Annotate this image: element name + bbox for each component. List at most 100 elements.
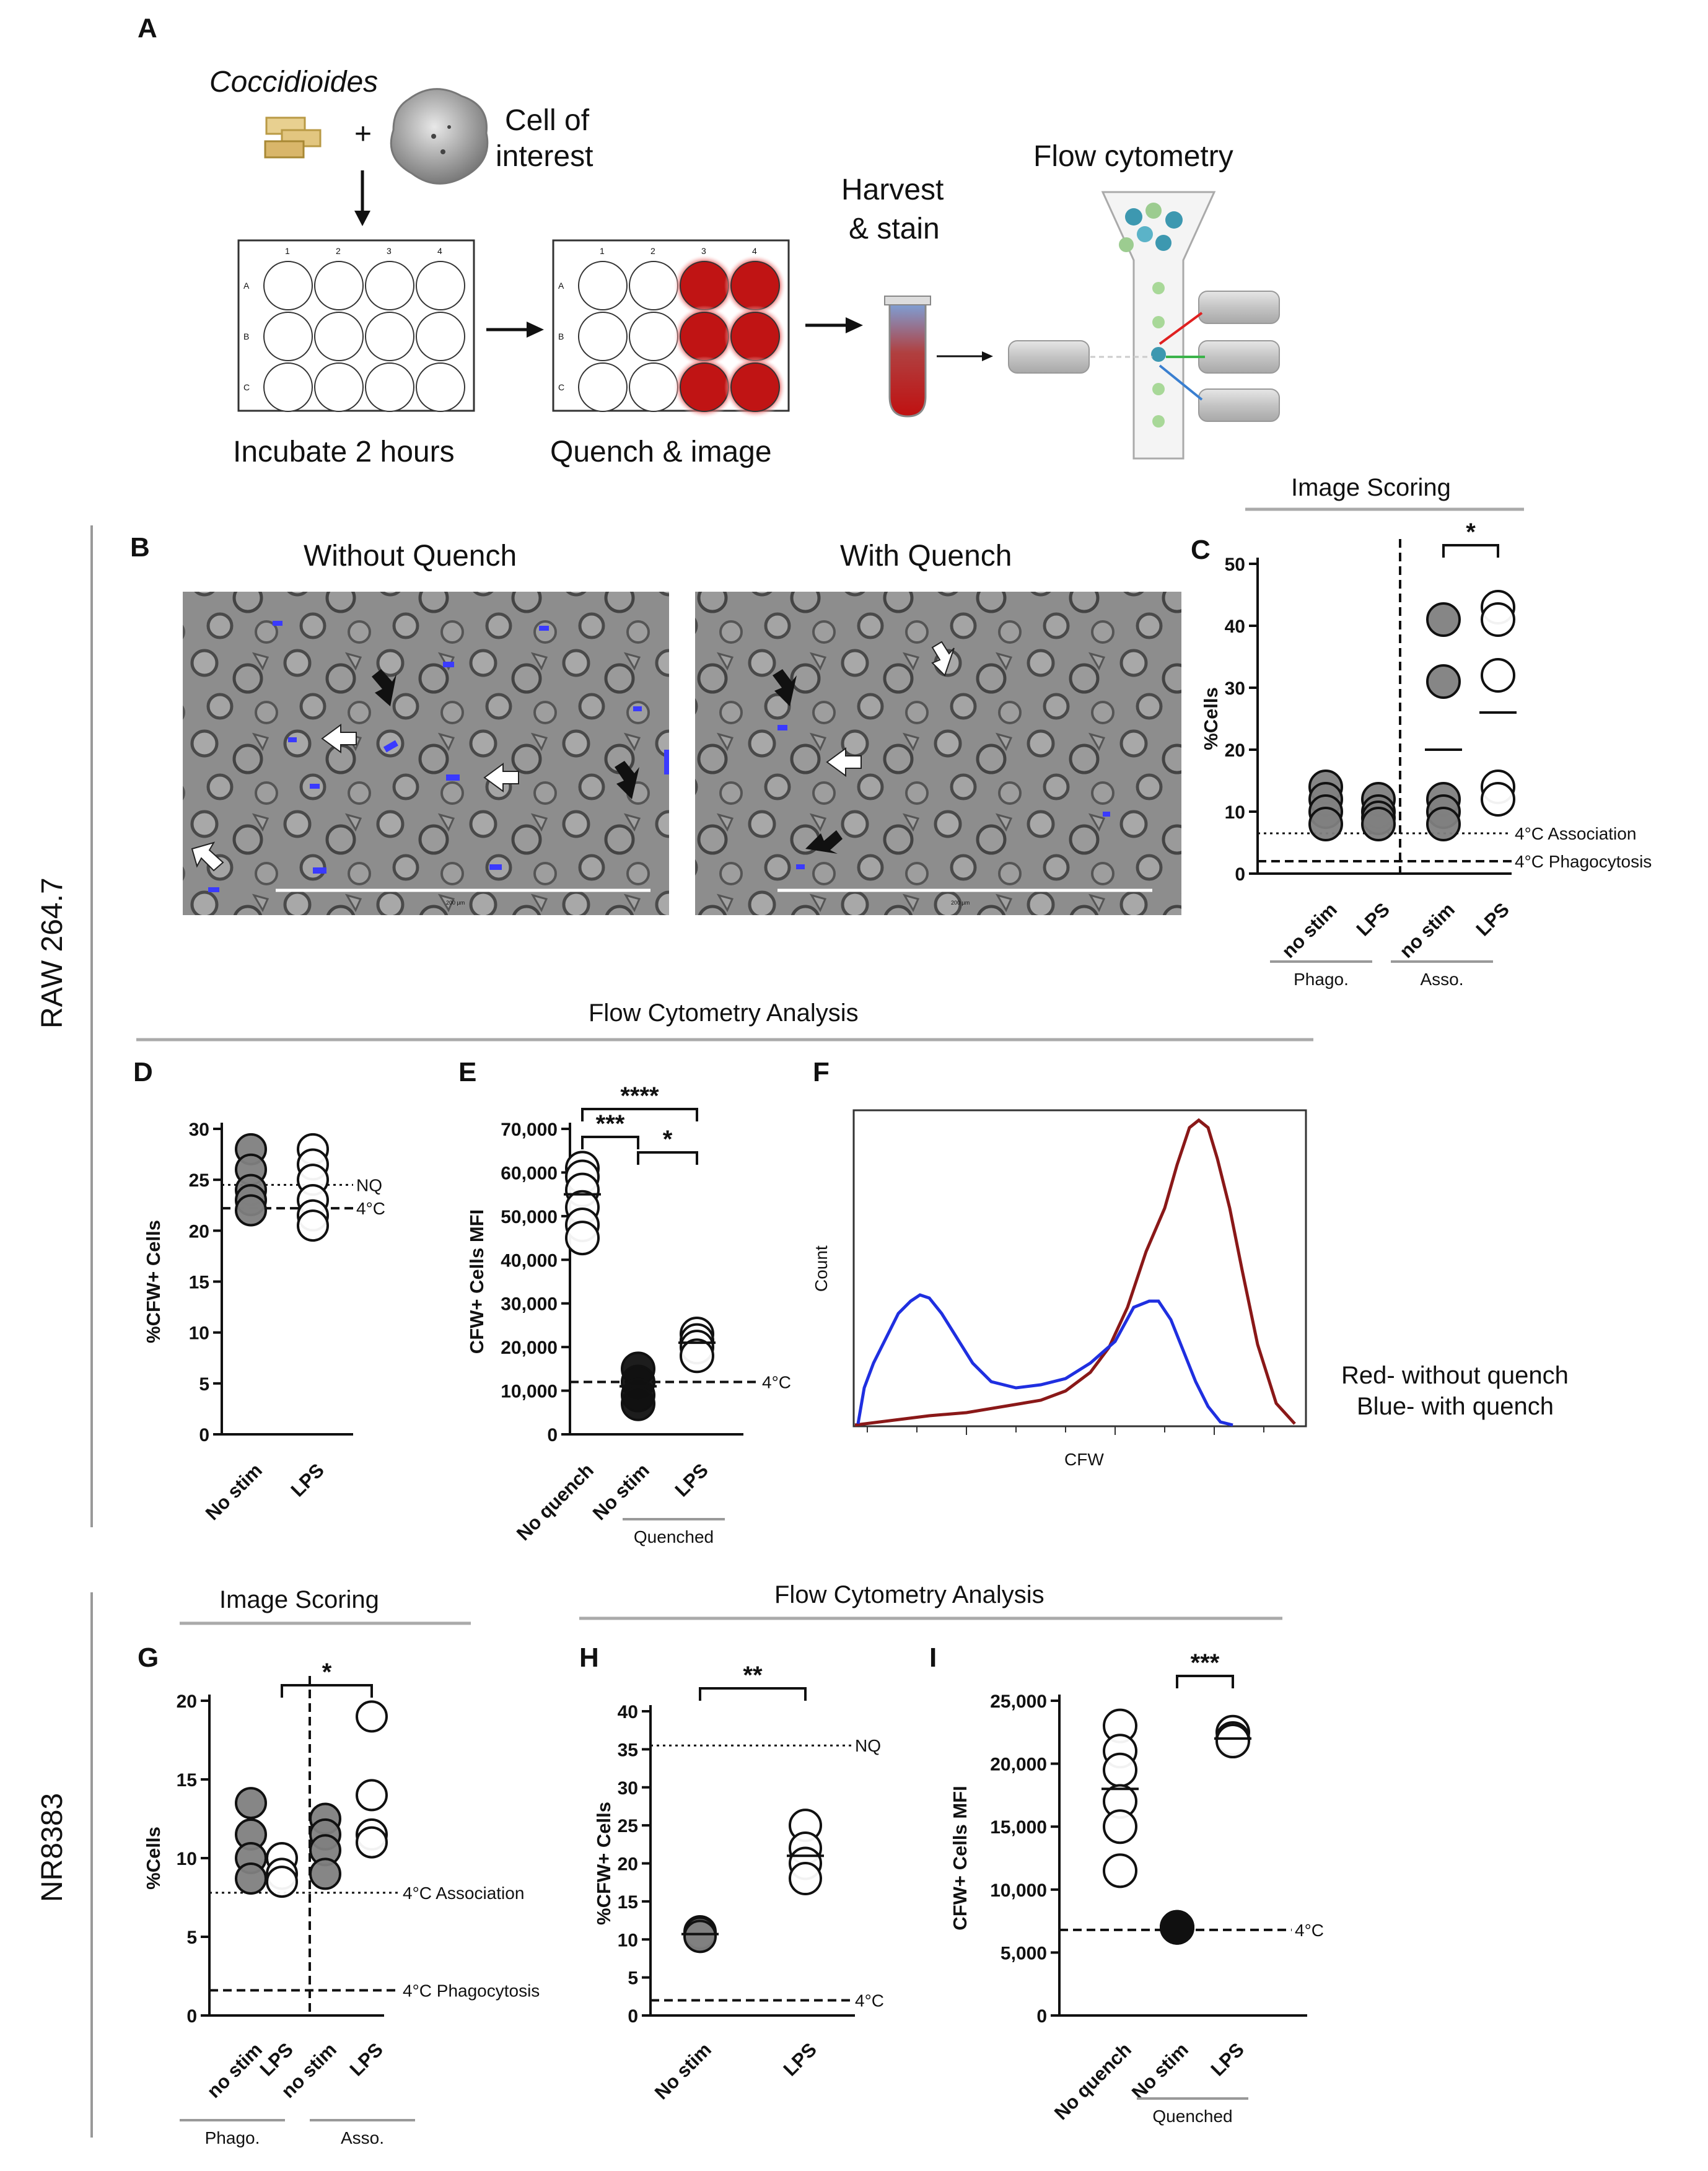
category-label: LPS [1472,898,1513,940]
plate-well [730,362,780,412]
data-point [297,1209,329,1242]
plate-row-label: B [558,331,564,341]
y-tick-label: 20,000 [501,1338,558,1358]
panel-a-label: A [138,13,157,43]
significance-bracket [281,1684,373,1698]
panel-f-label: F [813,1057,830,1087]
y-tick-label: 50,000 [501,1207,558,1227]
y-tick-label: 25,000 [990,1691,1047,1712]
arrow-markers [191,641,955,872]
micrograph-without-quench [183,592,669,915]
reference-line-label: 4°C Association [403,1884,524,1903]
group-label: Phago. [205,2128,260,2147]
harvest-label: Harvest [841,173,944,206]
y-tick-label: 5,000 [1001,1943,1047,1963]
y-axis-label: CFW+ Cells MFI [949,1786,971,1930]
plate-well [263,261,313,310]
histogram-red-trace [854,1118,1296,1427]
y-axis-label: %Cells [1200,687,1222,750]
with-quench-title: With Quench [840,540,1012,572]
significance-bracket [637,1151,698,1165]
data-point [1103,1752,1137,1787]
data-point [235,1194,267,1227]
data-point [356,1826,388,1859]
category-label: LPS [1352,898,1394,940]
y-tick-label: 0 [1235,864,1245,885]
plus-sign: + [354,118,372,151]
micrograph-with-quench [695,592,1181,915]
plate-well [680,261,729,310]
y-tick-label: 50 [1225,555,1245,575]
cfw-stain-spots [208,621,1110,892]
y-tick-label: 70,000 [501,1120,558,1140]
y-tick-label: 30 [189,1120,209,1140]
step-incubate-label: Incubate 2 hours [233,436,455,468]
y-tick-label: 30,000 [501,1294,558,1315]
significance-label: *** [1191,1649,1220,1677]
chart-g: 0 5 10 15 20 %Cells 4°C Association 4°C Phagocy… [142,1659,540,2147]
plate-well [629,261,678,310]
y-tick-label: 40 [618,1702,638,1722]
data-point [1481,658,1515,693]
y-tick-label: 15 [177,1770,197,1791]
histogram-frame [852,1109,1307,1428]
significance-label: * [322,1659,332,1686]
plate-well [263,362,313,412]
plate-well [314,362,364,412]
reference-line-label: NQ [855,1736,881,1755]
interest-label: interest [496,140,593,173]
flow-title-bottom: Flow Cytometry Analysis [774,1581,1045,1608]
y-tick-label: 15 [189,1273,209,1293]
category-label: LPS [671,1459,712,1501]
panel-b: B Without Quench With Quench 200 µ [130,532,1181,915]
data-point [1160,1910,1194,1945]
plate-well [416,312,465,361]
y-tick-label: 20 [1225,740,1245,761]
legend-blue: Blue- with quench [1357,1393,1554,1420]
category-label: No stim [589,1459,654,1524]
organism-label: Coccidioides [209,66,378,99]
reference-line-label: 4°C [356,1199,385,1218]
category-label: No stim [650,2038,716,2103]
y-tick-label: 0 [1036,2006,1047,2027]
category-label: no stim [1395,898,1459,962]
data-point [356,1700,388,1733]
category-label: No stim [1128,2038,1193,2103]
data-point [1481,602,1515,637]
data-point [1481,782,1515,817]
right-arrow-icon [486,317,993,361]
significance-bracket [1442,544,1499,558]
significance-label: *** [596,1110,625,1138]
y-axis-label: %CFW+ Cells [142,1220,164,1343]
significance-bracket [581,1108,698,1121]
flow-cytometry-label: Flow cytometry [1033,140,1233,173]
data-point [1426,664,1461,699]
chart-h: 0 5 10 15 20 25 30 35 40 %CFW+ Cells NQ 4°C No stim L… [593,1662,884,2103]
stain-label: & stain [849,213,940,245]
chart-d: 0 5 10 15 20 25 30 %CFW+ Cells NQ 4°C No stim LPS [142,1120,385,1524]
y-tick-label: 25 [618,1816,638,1836]
reference-line-label: NQ [356,1175,382,1195]
y-tick-label: 40,000 [501,1250,558,1271]
category-label: no stim [203,2038,266,2102]
plate-well [730,312,780,361]
category-label: No quench [512,1459,598,1545]
plate-well [629,312,678,361]
histogram-xlabel: CFW [1064,1450,1104,1469]
y-tick-label: 20,000 [990,1755,1047,1775]
category-label: LPS [1207,2038,1248,2080]
image-scoring-title-bottom: Image Scoring [219,1586,379,1613]
reference-line-label: 4°C Association [1515,824,1636,843]
y-tick-label: 10 [189,1323,209,1344]
y-tick-label: 20 [177,1691,197,1712]
y-tick-label: 5 [186,1928,197,1948]
well-plate-quench: 1 2 3 4 A B C [552,239,790,418]
plate-well [578,362,628,412]
data-point [621,1386,655,1421]
plate-well [365,362,414,412]
data-point [309,1857,341,1890]
y-tick-label: 60,000 [501,1163,558,1183]
significance-label: **** [620,1082,659,1110]
panel-f: F Count CFW Red- without quench Blue- wi… [812,1057,1569,1469]
raw-264-label: RAW 264.7 [36,877,69,1028]
